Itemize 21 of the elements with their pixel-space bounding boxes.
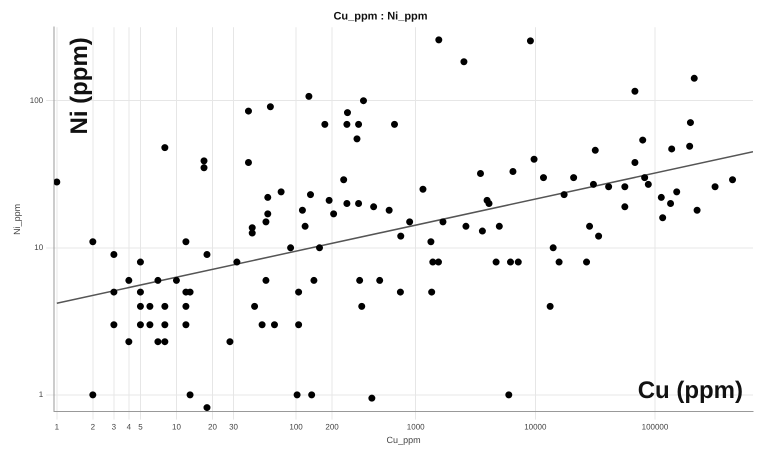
- x-axis-title: Cu_ppm: [386, 435, 421, 446]
- x-tick-label: 10000: [524, 422, 547, 432]
- y-axis-title: Ni_ppm: [12, 204, 22, 235]
- annotation: Ni (ppm): [66, 37, 93, 135]
- x-tick-label: 5: [138, 422, 144, 432]
- chart-title: Cu_ppm : Ni_ppm: [333, 10, 428, 23]
- y-tick-label: 100: [30, 96, 44, 105]
- x-tick-label: 30: [229, 422, 239, 432]
- x-tick-label: 100: [289, 422, 304, 432]
- x-tick-label: 1000: [406, 422, 426, 432]
- x-tick-label: 200: [325, 422, 340, 432]
- x-tick-label: 2: [90, 422, 96, 432]
- x-tick-label: 100000: [642, 422, 669, 432]
- x-tick-label: 1: [54, 422, 60, 432]
- x-tick-label: 4: [126, 422, 132, 432]
- y-tick-label: 1: [38, 390, 44, 400]
- annotation: Cu (ppm): [638, 377, 743, 404]
- x-tick-label: 3: [112, 422, 117, 432]
- x-tick-label: 10: [172, 422, 182, 432]
- y-tick-label: 10: [34, 243, 44, 252]
- x-tick-label: 20: [208, 422, 218, 432]
